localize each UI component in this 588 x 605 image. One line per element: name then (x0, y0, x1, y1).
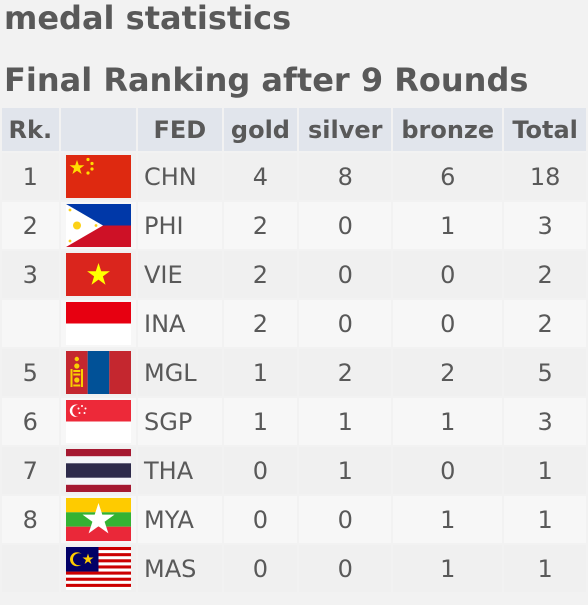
rank-cell (2, 545, 59, 592)
header-flag (60, 108, 136, 151)
flag-cell (60, 202, 136, 249)
table-row: 3 VIE 2 0 0 2 (2, 251, 586, 298)
silver-cell: 2 (299, 349, 392, 396)
fed-cell: THA (137, 447, 222, 494)
total-cell: 3 (504, 398, 586, 445)
header-bronze[interactable]: bronze (393, 108, 503, 151)
medal-table: Rk. FED gold silver bronze Total 1 (0, 106, 588, 594)
table-row: 5 MGL 1 2 2 5 (2, 349, 586, 396)
table-row: 6 SGP 1 1 1 3 (2, 398, 586, 445)
gold-cell: 0 (223, 447, 298, 494)
bronze-cell: 6 (393, 153, 503, 200)
silver-cell: 1 (299, 447, 392, 494)
table-row: 7 THA 0 1 0 1 (2, 447, 586, 494)
gold-cell: 1 (223, 349, 298, 396)
fed-cell: CHN (137, 153, 222, 200)
total-cell: 18 (504, 153, 586, 200)
malaysia-flag-icon (65, 547, 131, 590)
silver-cell: 1 (299, 398, 392, 445)
bronze-cell: 1 (393, 496, 503, 543)
silver-cell: 8 (299, 153, 392, 200)
silver-cell: 0 (299, 496, 392, 543)
rank-cell: 1 (2, 153, 59, 200)
bronze-cell: 1 (393, 545, 503, 592)
flag-cell (60, 300, 136, 347)
page-subtitle: Final Ranking after 9 Rounds (4, 61, 529, 99)
silver-cell: 0 (299, 545, 392, 592)
rank-cell: 7 (2, 447, 59, 494)
flag-cell (60, 251, 136, 298)
flag-cell (60, 545, 136, 592)
total-cell: 1 (504, 545, 586, 592)
silver-cell: 0 (299, 300, 392, 347)
header-fed[interactable]: FED (137, 108, 222, 151)
flag-cell (60, 153, 136, 200)
fed-cell: PHI (137, 202, 222, 249)
header-total[interactable]: Total (504, 108, 586, 151)
bronze-cell: 1 (393, 398, 503, 445)
page-title: medal statistics (4, 0, 292, 37)
rank-cell: 2 (2, 202, 59, 249)
fed-cell: MAS (137, 545, 222, 592)
philippines-flag-icon (65, 204, 131, 247)
table-row: MAS 0 0 1 1 (2, 545, 586, 592)
thailand-flag-icon (65, 449, 131, 492)
rank-cell (2, 300, 59, 347)
table-row: INA 2 0 0 2 (2, 300, 586, 347)
myanmar-flag-icon (65, 498, 131, 541)
bronze-cell: 0 (393, 447, 503, 494)
total-cell: 1 (504, 447, 586, 494)
silver-cell: 0 (299, 251, 392, 298)
total-cell: 3 (504, 202, 586, 249)
indonesia-flag-icon (65, 302, 131, 345)
table-row: 8 MYA 0 0 1 1 (2, 496, 586, 543)
bronze-cell: 2 (393, 349, 503, 396)
silver-cell: 0 (299, 202, 392, 249)
gold-cell: 0 (223, 545, 298, 592)
total-cell: 2 (504, 300, 586, 347)
header-rank[interactable]: Rk. (2, 108, 59, 151)
fed-cell: MYA (137, 496, 222, 543)
bronze-cell: 0 (393, 251, 503, 298)
header-gold[interactable]: gold (223, 108, 298, 151)
fed-cell: MGL (137, 349, 222, 396)
rank-cell: 3 (2, 251, 59, 298)
header-silver[interactable]: silver (299, 108, 392, 151)
gold-cell: 1 (223, 398, 298, 445)
fed-cell: INA (137, 300, 222, 347)
gold-cell: 2 (223, 300, 298, 347)
flag-cell (60, 496, 136, 543)
gold-cell: 0 (223, 496, 298, 543)
table-row: 2 PHI 2 0 1 3 (2, 202, 586, 249)
gold-cell: 4 (223, 153, 298, 200)
bronze-cell: 0 (393, 300, 503, 347)
total-cell: 5 (504, 349, 586, 396)
flag-cell (60, 349, 136, 396)
gold-cell: 2 (223, 202, 298, 249)
rank-cell: 6 (2, 398, 59, 445)
vietnam-flag-icon (65, 253, 131, 296)
mongolia-flag-icon (65, 351, 131, 394)
singapore-flag-icon (65, 400, 131, 443)
gold-cell: 2 (223, 251, 298, 298)
fed-cell: SGP (137, 398, 222, 445)
flag-cell (60, 447, 136, 494)
flag-cell (60, 398, 136, 445)
bronze-cell: 1 (393, 202, 503, 249)
total-cell: 2 (504, 251, 586, 298)
rank-cell: 5 (2, 349, 59, 396)
china-flag-icon (65, 155, 131, 198)
total-cell: 1 (504, 496, 586, 543)
table-row: 1 CHN 4 8 6 18 (2, 153, 586, 200)
rank-cell: 8 (2, 496, 59, 543)
table-header-row: Rk. FED gold silver bronze Total (2, 108, 586, 151)
fed-cell: VIE (137, 251, 222, 298)
